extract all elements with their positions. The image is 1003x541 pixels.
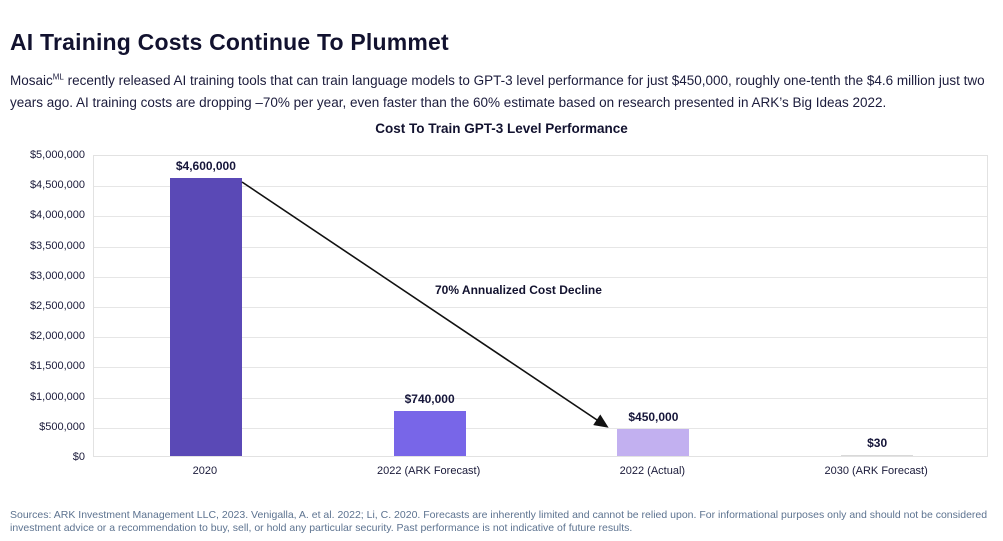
bar-2020 (169, 178, 242, 456)
bar-2030 (ARK Forecast) (841, 454, 914, 456)
x-tick-label: 2022 (ARK Forecast) (376, 465, 481, 477)
bar-2022 (ARK Forecast) (393, 411, 466, 456)
bar-value-label: $740,000 (404, 392, 455, 407)
y-tick-label: $0 (72, 451, 85, 463)
y-axis: $5,000,000 $4,500,000 $4,000,000 $3,500,000… (0, 149, 85, 463)
annotation-cost-decline: 70% Annualized Cost Decline (435, 283, 602, 297)
y-tick-label: $2,000,000 (29, 330, 85, 343)
bar-value-label: $4,600,000 (175, 159, 236, 174)
intro-text-prefix: Mosaic (10, 72, 53, 88)
y-tick-label: $1,500,000 (29, 360, 85, 373)
intro-paragraph: MosaicML recently released AI training t… (10, 70, 996, 114)
y-tick-label: $4,000,000 (29, 209, 85, 222)
y-tick-label: $3,500,000 (29, 239, 85, 252)
y-tick-label: $3,000,000 (29, 269, 85, 282)
y-tick-label: $4,500,000 (29, 179, 85, 192)
plot-area: $4,600,000 $740,000 $450,000 $30 (93, 155, 988, 457)
y-tick-label: $5,000,000 (29, 149, 85, 161)
chart-title: Cost To Train GPT-3 Level Performance (375, 121, 628, 136)
intro-text-body: recently released AI training tools that… (10, 72, 985, 110)
y-tick-label: $1,000,000 (29, 390, 85, 403)
x-tick-label: 2030 (ARK Forecast) (824, 465, 928, 477)
bar-value-label: $30 (867, 435, 888, 450)
y-tick-label: $2,500,000 (29, 300, 85, 312)
y-tick-label: $500,000 (39, 420, 85, 433)
sources-disclaimer: Sources: ARK Investment Management LLC, … (10, 508, 988, 534)
bar-value-label: $450,000 (628, 409, 679, 424)
gridline (94, 427, 987, 429)
x-tick-label: 2022 (Actual) (619, 465, 686, 477)
intro-superscript-ml: ML (52, 72, 64, 81)
x-tick-label: 2020 (192, 465, 218, 477)
bar-2022 (Actual) (617, 428, 690, 456)
page-title: AI Training Costs Continue To Plummet (10, 29, 449, 56)
x-axis: 2020 2022 (ARK Forecast) 2022 (Actual) 2030… (93, 465, 988, 485)
